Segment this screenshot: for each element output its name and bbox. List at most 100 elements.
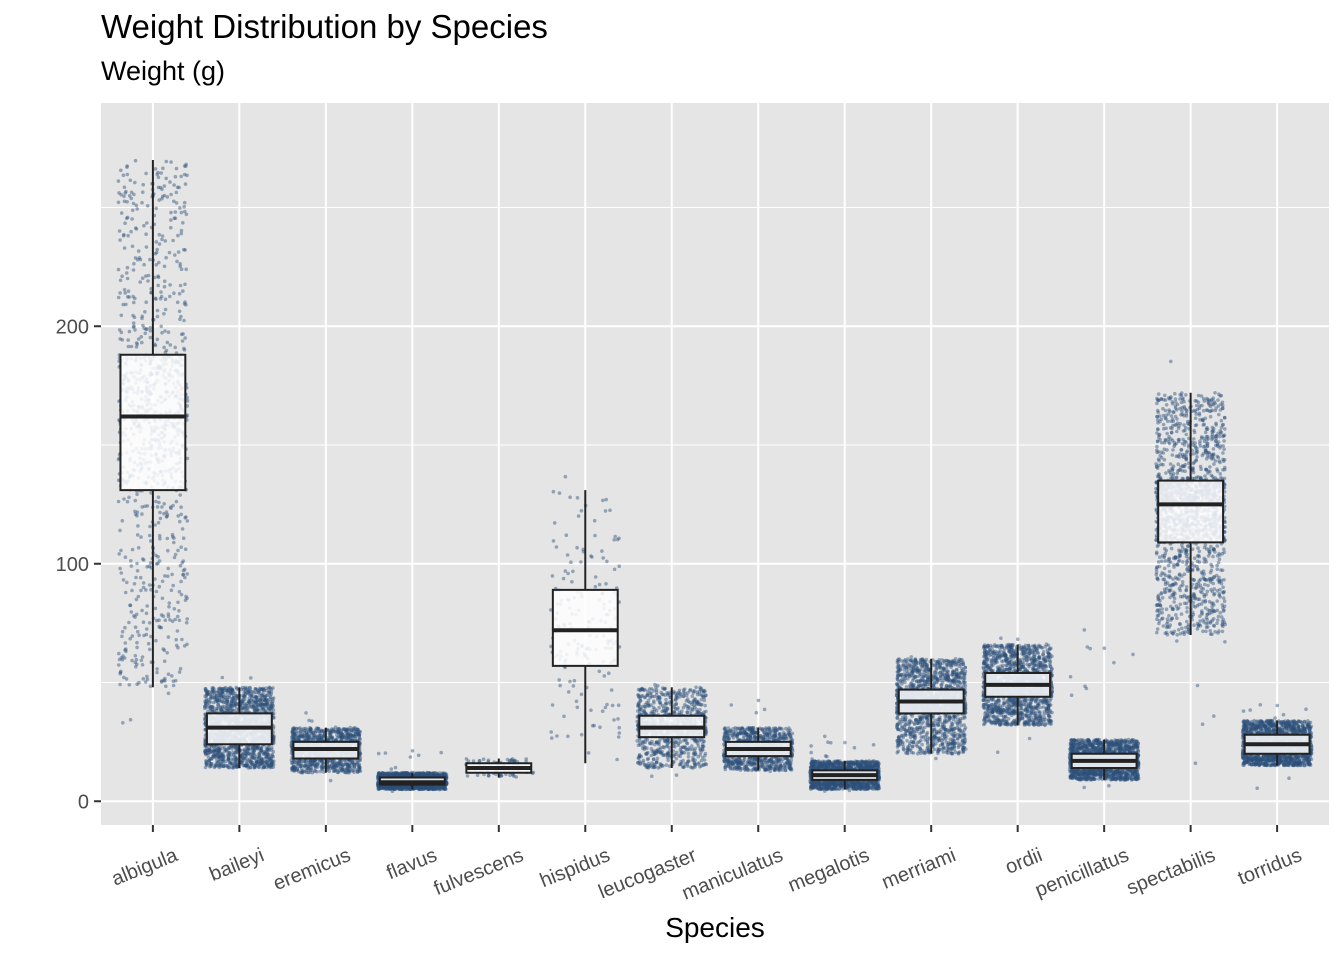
data-point [123, 555, 128, 559]
data-point [354, 729, 358, 734]
data-point [179, 579, 183, 584]
data-point [127, 329, 132, 334]
data-point [141, 323, 145, 328]
data-point [180, 561, 184, 565]
data-point [149, 539, 153, 543]
data-point [178, 519, 182, 524]
data-point [183, 575, 187, 580]
data-point [134, 341, 139, 345]
data-point [119, 656, 124, 660]
data-point [292, 727, 297, 731]
data-point [143, 504, 147, 509]
data-point [204, 696, 209, 700]
data-point [184, 620, 189, 625]
data-point [295, 768, 299, 773]
data-point [244, 764, 248, 769]
data-point [140, 512, 144, 516]
data-point [317, 729, 322, 734]
data-point [126, 295, 130, 299]
data-point [179, 210, 184, 215]
data-point [164, 255, 168, 260]
data-point [182, 205, 186, 209]
data-point [131, 321, 136, 325]
data-point [143, 680, 148, 684]
data-point [133, 498, 138, 503]
data-point [158, 536, 162, 541]
data-point [226, 687, 231, 691]
data-point [153, 296, 158, 301]
data-point [132, 192, 136, 197]
data-point [312, 769, 317, 773]
data-point [292, 731, 297, 736]
data-point [119, 548, 123, 553]
data-point [181, 536, 186, 540]
data-point [132, 261, 136, 266]
data-point [133, 158, 138, 163]
data-point [168, 343, 173, 347]
data-point [140, 505, 144, 509]
data-point [129, 196, 134, 201]
data-point [265, 760, 269, 764]
data-point [118, 671, 123, 676]
data-point [160, 187, 164, 192]
data-point [310, 763, 314, 767]
data-point [327, 736, 332, 741]
data-point [140, 608, 144, 613]
data-point [154, 553, 158, 558]
data-point [162, 502, 166, 506]
data-point [134, 665, 138, 669]
data-point [153, 167, 158, 171]
data-point [162, 511, 166, 516]
data-point [123, 191, 128, 195]
data-point [350, 769, 355, 773]
data-point [160, 197, 164, 201]
data-point [156, 170, 160, 175]
data-point [158, 185, 163, 190]
data-point [170, 619, 175, 624]
data-point [136, 524, 140, 528]
data-point [162, 345, 166, 350]
data-point [172, 555, 177, 560]
data-point [298, 764, 303, 769]
data-point [162, 312, 166, 316]
data-point [160, 505, 164, 509]
data-point [135, 561, 139, 566]
data-point [167, 250, 172, 255]
data-point [250, 762, 254, 766]
data-point [134, 612, 139, 617]
data-point [166, 566, 170, 571]
data-point [162, 284, 167, 289]
data-point [173, 617, 177, 622]
data-point [225, 764, 230, 769]
data-point [121, 721, 125, 725]
data-point [161, 678, 166, 682]
data-point [177, 185, 181, 190]
data-point [182, 302, 187, 306]
data-point [139, 658, 144, 663]
data-point [182, 348, 187, 352]
data-point [169, 210, 173, 215]
data-point [179, 267, 184, 272]
data-point [184, 515, 188, 519]
data-point [125, 580, 129, 585]
data-point [249, 705, 254, 709]
data-point [158, 516, 163, 521]
data-point [172, 536, 176, 540]
data-point [140, 200, 144, 205]
data-point [164, 510, 169, 514]
data-point [158, 510, 162, 515]
data-point [163, 239, 168, 243]
data-point [118, 528, 122, 533]
data-point [254, 695, 259, 700]
data-point [163, 329, 167, 333]
data-point [270, 752, 275, 757]
data-point [174, 201, 179, 205]
data-point [124, 271, 129, 275]
data-point [181, 568, 186, 573]
data-point [154, 206, 158, 211]
data-point [342, 770, 347, 775]
data-point [181, 332, 185, 336]
data-point [126, 233, 130, 238]
data-point [219, 754, 223, 759]
data-point [185, 399, 190, 403]
